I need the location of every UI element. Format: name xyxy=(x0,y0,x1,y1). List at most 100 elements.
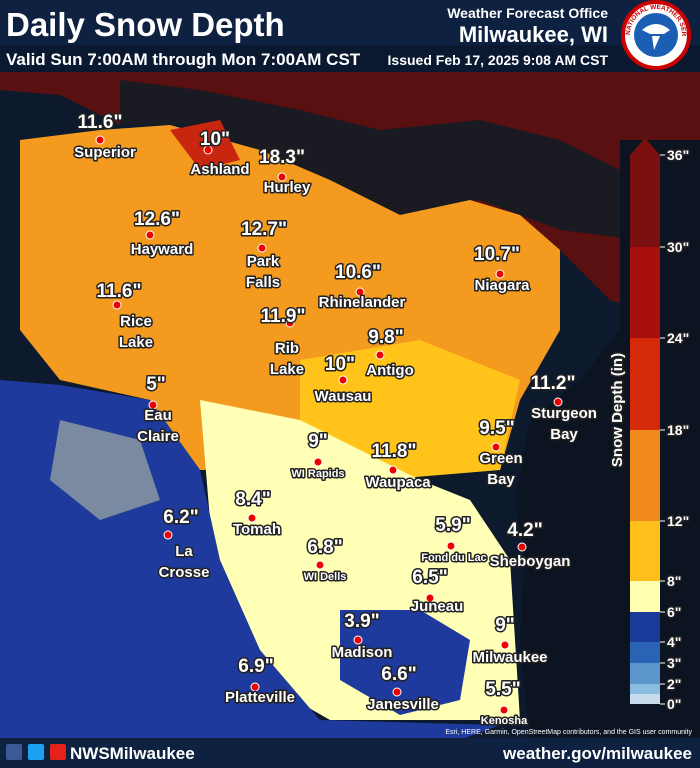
city-name: Crosse xyxy=(159,564,210,581)
legend-label: 6" xyxy=(667,604,681,620)
snow-depth-value: 11.2" xyxy=(531,373,576,394)
snow-depth-value: 4.2" xyxy=(507,520,542,541)
legend-label: 2" xyxy=(667,676,681,692)
snow-depth-value: 10.6" xyxy=(335,262,381,283)
snow-depth-value: 5.5" xyxy=(485,679,520,700)
legend-label: 24" xyxy=(667,330,689,346)
legend-swatch xyxy=(630,247,660,338)
city-name: Eau xyxy=(144,407,172,424)
city-name: Ashland xyxy=(190,161,249,178)
city-name: Platteville xyxy=(225,689,295,706)
city-dot xyxy=(257,243,267,253)
city-dot xyxy=(392,687,402,697)
twitter-icon[interactable] xyxy=(28,744,44,760)
city-name: Kenosha xyxy=(481,715,528,727)
snow-depth-value: 12.6" xyxy=(134,209,180,230)
snow-depth-value: 9" xyxy=(308,431,328,452)
city-dot xyxy=(250,682,260,692)
city-name: Lake xyxy=(119,334,153,351)
city-name: WI Rapids xyxy=(291,468,344,480)
city-dot xyxy=(112,300,122,310)
snow-depth-value: 8.4" xyxy=(235,489,270,510)
city-name: Superior xyxy=(74,144,136,161)
office-line1: Weather Forecast Office xyxy=(447,5,608,21)
city-name: Sheboygan xyxy=(490,553,571,570)
city-name: Hayward xyxy=(131,241,194,258)
lake-superior xyxy=(120,80,640,240)
city-name: Bay xyxy=(550,426,578,443)
snow-depth-value: 11.9" xyxy=(261,306,306,327)
snow-depth-value: 10" xyxy=(325,354,355,375)
youtube-icon[interactable] xyxy=(50,744,66,760)
legend-swatch xyxy=(630,430,660,521)
legend-swatch xyxy=(630,612,660,642)
legend-arrow xyxy=(630,138,660,155)
social-handle[interactable]: NWSMilwaukee xyxy=(70,744,195,763)
city-name: La xyxy=(175,543,193,560)
city-name: Rib xyxy=(275,340,299,357)
city-dot xyxy=(313,457,323,467)
snow-depth-value: 11.8" xyxy=(372,441,417,462)
city-name: Falls xyxy=(246,274,280,291)
city-name: Tomah xyxy=(233,521,281,538)
snow-depth-value: 9.5" xyxy=(479,418,514,439)
snow-depth-value: 10.7" xyxy=(474,244,520,265)
city-name: Park xyxy=(247,253,280,270)
snow-depth-value: 12.7" xyxy=(241,219,287,240)
city-dot xyxy=(277,172,287,182)
snow-depth-value: 6.6" xyxy=(381,664,416,685)
legend-title: Snow Depth (in) xyxy=(609,353,626,467)
snow-depth-value: 3.9" xyxy=(344,611,379,632)
city-name: Rice xyxy=(120,313,152,330)
legend-swatch xyxy=(630,155,660,247)
city-dot xyxy=(145,230,155,240)
city-dot xyxy=(163,530,173,540)
city-dot xyxy=(203,145,213,155)
city-dot xyxy=(425,593,435,603)
city-name: Bay xyxy=(487,471,515,488)
snow-depth-value: 5" xyxy=(146,374,166,395)
legend-swatch xyxy=(630,521,660,581)
legend-swatch xyxy=(630,684,660,694)
city-dot xyxy=(148,400,158,410)
land-gray xyxy=(50,420,160,520)
legend-label: 8" xyxy=(667,573,681,589)
land-gold xyxy=(300,340,520,480)
city-name: Milwaukee xyxy=(472,649,547,666)
city-name: Madison xyxy=(332,644,393,661)
city-dot xyxy=(355,287,365,297)
facebook-icon[interactable] xyxy=(6,744,22,760)
subtitle-bar xyxy=(0,45,700,72)
city-dot xyxy=(517,542,527,552)
city-dot xyxy=(338,375,348,385)
legend-label: 18" xyxy=(667,422,689,438)
snow-depth-value: 18.3" xyxy=(259,147,305,168)
website[interactable]: weather.gov/milwaukee xyxy=(502,744,692,763)
city-dot xyxy=(495,269,505,279)
city-dot xyxy=(95,135,105,145)
city-name: Rhinelander xyxy=(319,294,406,311)
city-dot xyxy=(285,318,295,328)
city-dot xyxy=(500,640,510,650)
city-name: Sturgeon xyxy=(531,405,597,422)
snow-depth-value: 6.5" xyxy=(412,567,447,588)
footer-bar xyxy=(0,738,700,768)
snow-depth-value: 11.6" xyxy=(78,112,123,133)
city-name: WI Dells xyxy=(304,571,347,583)
legend-swatch xyxy=(630,694,660,704)
city-dot xyxy=(499,705,509,715)
city-name: Juneau xyxy=(411,598,464,615)
land-red xyxy=(170,120,240,170)
legend-label: 3" xyxy=(667,655,681,671)
city-name: Fond du Lac xyxy=(421,552,486,564)
city-name: Green xyxy=(479,450,522,467)
subtitle: Valid Sun 7:00AM through Mon 7:00AM CST xyxy=(6,50,361,69)
city-dot xyxy=(375,350,385,360)
snow-depth-value: 5.9" xyxy=(435,515,470,536)
city-name: Lake xyxy=(270,361,304,378)
snow-depth-value: 11.6" xyxy=(97,281,142,302)
snow-depth-value: 6.9" xyxy=(238,656,273,677)
legend-swatch xyxy=(630,581,660,612)
city-dot xyxy=(553,397,563,407)
title: Daily Snow Depth xyxy=(6,6,285,43)
